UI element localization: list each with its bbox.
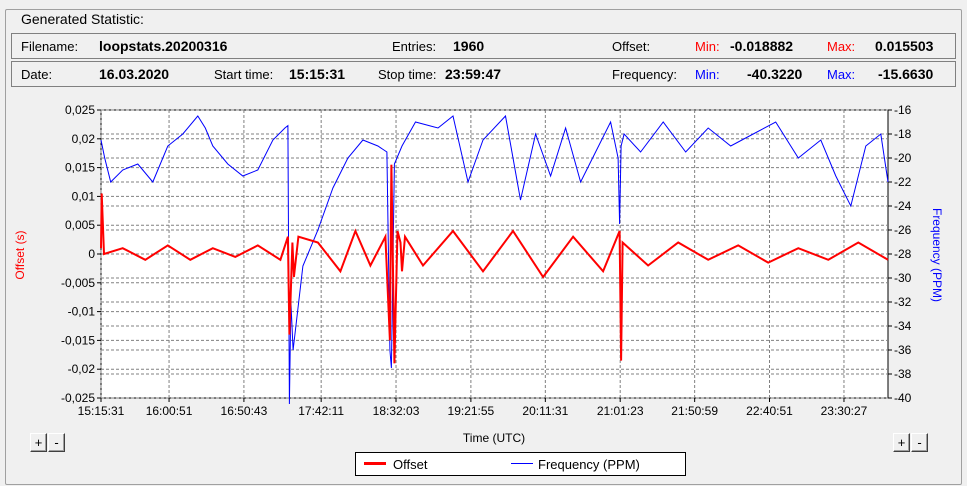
- right-axis-label: Frequency (PPM): [930, 208, 944, 302]
- left-tick-label: 0,015: [65, 161, 95, 175]
- chart-legend: Offset Frequency (PPM): [355, 452, 686, 476]
- info-row-file: Filename: loopstats.20200316 Entries: 19…: [11, 33, 956, 59]
- left-tick-label: -0,02: [68, 362, 96, 376]
- offset-min-value: -0.018882: [730, 38, 794, 54]
- left-axis-label: Offset (s): [13, 230, 27, 279]
- left-tick-label: 0,01: [72, 189, 96, 203]
- left-axis-ticks: 0,025 0,02 0,015 0,01 0,005 0 -0,005 -0,01 -0,01…: [61, 103, 101, 405]
- filename-value: loopstats.20200316: [99, 38, 228, 54]
- right-tick-label: -18: [894, 127, 912, 141]
- right-tick-label: -34: [894, 319, 912, 333]
- entries-value: 1960: [453, 38, 485, 54]
- start-time-value: 15:15:31: [289, 66, 346, 82]
- legend-swatch-frequency: [511, 463, 533, 464]
- date-label: Date:: [21, 67, 53, 82]
- right-axis-ticks: -16 -18 -20 -22 -24 -26 -28 -30 -32 -34 -36 -38 -40: [888, 103, 912, 405]
- x-tick-label: 23:30:27: [821, 404, 868, 418]
- date-value: 16.03.2020: [99, 66, 170, 82]
- x-tick-label: 19:21:55: [448, 404, 495, 418]
- zoom-out-right-button[interactable]: -: [911, 433, 928, 452]
- x-tick-label: 20:11:31: [522, 404, 568, 418]
- legend-label-offset: Offset: [393, 457, 428, 472]
- right-tick-label: -16: [894, 103, 912, 117]
- x-tick-label: 21:01:23: [597, 404, 644, 418]
- freq-min-label: Min:: [695, 67, 720, 82]
- x-tick-label: 15:15:31: [78, 404, 125, 418]
- legend-label-frequency: Frequency (PPM): [538, 457, 640, 472]
- x-tick-label: 22:40:51: [746, 404, 793, 418]
- left-tick-label: 0,02: [72, 132, 96, 146]
- left-tick-label: -0,005: [61, 276, 95, 290]
- group-title: Generated Statistic:: [19, 11, 146, 27]
- offset-label: Offset:: [612, 39, 651, 54]
- left-tick-label: 0,005: [65, 218, 95, 232]
- series-line-frequency: [100, 114, 889, 405]
- filename-label: Filename:: [21, 39, 79, 54]
- left-tick-label: -0,025: [61, 391, 95, 405]
- x-tick-label: 18:32:03: [373, 404, 420, 418]
- x-tick-label: 17:42:11: [298, 404, 344, 418]
- series-line-offset: [100, 164, 889, 364]
- stop-time-label: Stop time:: [378, 67, 437, 82]
- left-tick-label: 0,025: [65, 103, 95, 117]
- right-tick-label: -22: [894, 175, 912, 189]
- x-tick-label: 21:50:59: [671, 404, 718, 418]
- left-tick-label: -0,01: [68, 305, 96, 319]
- left-tick-label: 0: [88, 247, 95, 261]
- right-tick-label: -20: [894, 151, 912, 165]
- left-tick-label: -0,015: [61, 333, 95, 347]
- right-tick-label: -32: [894, 295, 912, 309]
- freq-max-value: -15.6630: [878, 66, 934, 82]
- freq-max-label: Max:: [827, 67, 856, 82]
- freq-min-value: -40.3220: [747, 66, 803, 82]
- right-tick-label: -40: [894, 391, 912, 405]
- x-tick-label: 16:00:51: [146, 404, 193, 418]
- frequency-label: Frequency:: [612, 67, 678, 82]
- zoom-out-left-button[interactable]: -: [48, 433, 65, 452]
- right-tick-label: -28: [894, 247, 912, 261]
- stop-time-value: 23:59:47: [445, 66, 502, 82]
- right-tick-label: -38: [894, 367, 912, 381]
- grid-lines: [100, 109, 888, 399]
- start-time-label: Start time:: [214, 67, 274, 82]
- right-tick-label: -26: [894, 223, 912, 237]
- offset-max-value: 0.015503: [875, 38, 934, 54]
- right-tick-label: -24: [894, 199, 912, 213]
- generated-statistic-group: Generated Statistic:: [5, 9, 962, 485]
- legend-swatch-offset: [364, 462, 386, 465]
- entries-label: Entries:: [392, 39, 437, 54]
- offset-max-label: Max:: [827, 39, 856, 54]
- x-tick-label: 16:50:43: [221, 404, 268, 418]
- info-row-date: Date: 16.03.2020 Start time: 15:15:31 St…: [11, 61, 956, 87]
- x-axis-label: Time (UTC): [463, 431, 525, 445]
- offset-min-label: Min:: [695, 39, 720, 54]
- x-axis-ticks: 15:15:31 16:00:51 16:50:43 17:42:11 18:32:03…: [78, 398, 868, 418]
- right-tick-label: -36: [894, 343, 912, 357]
- zoom-in-left-button[interactable]: +: [30, 433, 47, 452]
- right-tick-label: -30: [894, 271, 912, 285]
- zoom-in-right-button[interactable]: +: [893, 433, 910, 452]
